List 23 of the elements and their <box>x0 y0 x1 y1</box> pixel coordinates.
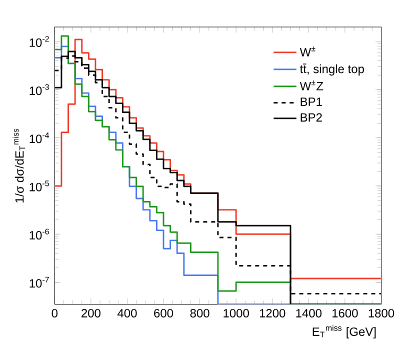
x-tick-label: 800 <box>190 308 210 318</box>
x-tick-label: 400 <box>117 308 137 318</box>
x-axis-title: E$_{T}$$^{miss}$ [GeV] <box>312 324 376 338</box>
x-tick-label: 0 <box>52 308 58 318</box>
x-tick-label: 1600 <box>332 308 358 318</box>
y-tick-label: 10$^{-2}$ <box>30 36 49 47</box>
y-tick-label: 10$^{-5}$ <box>30 180 49 192</box>
legend-label: BP2 <box>300 113 322 122</box>
x-tick-label: 1000 <box>224 308 249 318</box>
legend-label: tt̄, single top <box>300 64 364 76</box>
legend-label: BP1 <box>300 98 322 106</box>
y-tick-label: 10$^{-7}$ <box>30 276 49 288</box>
y-axis-title: 1/σ dσ/dE$_{T}$miss <box>12 128 26 202</box>
legend-label: W$^{±}$Z <box>300 80 324 90</box>
legend-label: W$^{±}$ <box>300 46 316 56</box>
y-tick-label: 10$^{-4}$ <box>30 132 50 144</box>
x-tick-label: 1800 <box>368 308 394 318</box>
y-tick-label: 10$^{-6}$ <box>30 228 49 240</box>
x-tick-label: 600 <box>154 308 174 318</box>
x-tick-label: 1200 <box>260 308 286 318</box>
x-tick-label: 1400 <box>296 308 322 318</box>
x-tick-label: 200 <box>82 308 100 318</box>
y-tick-label: 10$^{-3}$ <box>30 84 49 96</box>
